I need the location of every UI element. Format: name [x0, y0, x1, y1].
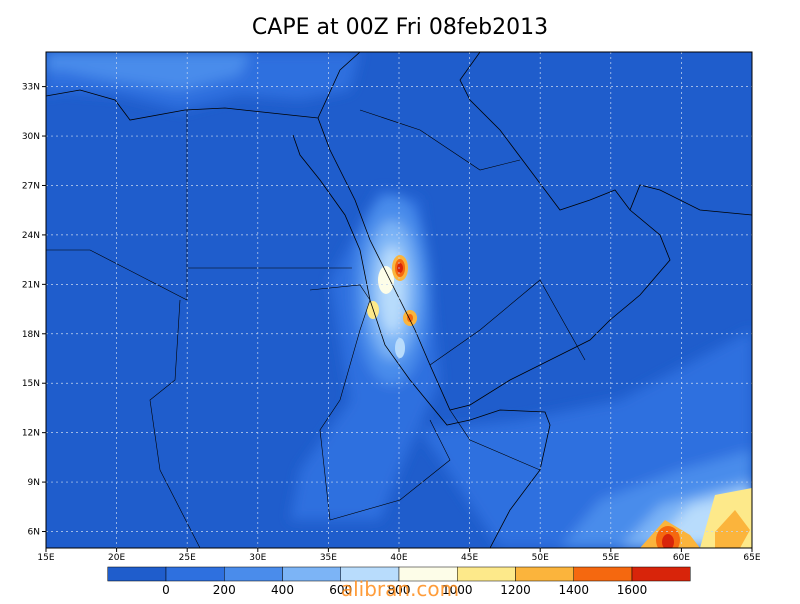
x-tick-label: 25E: [179, 553, 196, 563]
y-tick-label: 24N: [22, 231, 40, 241]
colorbar-label: 200: [213, 583, 236, 597]
colorbar-label: 400: [271, 583, 294, 597]
y-tick-label: 27N: [22, 181, 40, 191]
y-tick-label: 12N: [22, 429, 40, 439]
colorbar-swatch: [515, 566, 574, 582]
y-tick-label: 33N: [22, 83, 40, 93]
title: CAPE at 00Z Fri 08feb2013: [252, 15, 548, 40]
colorbar-label: 1200: [500, 583, 531, 597]
map: [46, 52, 752, 548]
x-tick-label: 45E: [461, 553, 478, 563]
colorbar-label: 1400: [558, 583, 589, 597]
y-tick-label: 15N: [22, 379, 40, 389]
x-tick-label: 50E: [532, 553, 549, 563]
colorbar-label: 600: [329, 583, 352, 597]
colorbar-label: 1000: [442, 583, 473, 597]
x-tick-label: 20E: [108, 553, 125, 563]
y-tick-label: 9N: [28, 478, 40, 488]
x-tick-label: 15E: [37, 553, 54, 563]
y-tick-label: 18N: [22, 330, 40, 340]
colorbar-swatch: [107, 566, 167, 582]
coastlines: [46, 52, 752, 548]
x-tick-label: 55E: [602, 553, 619, 563]
x-tick-label: 40E: [390, 553, 407, 563]
colorbar-swatch: [457, 566, 516, 582]
colorbar-swatch: [224, 566, 283, 582]
y-tick-label: 30N: [22, 132, 40, 142]
colorbar-label: 800: [388, 583, 411, 597]
y-tick-label: 6N: [28, 528, 40, 538]
colorbar: 0 200 400 600 800 1000 1200 1400 1600: [107, 566, 691, 597]
x-tick-label: 30E: [249, 553, 266, 563]
watermark: alibran.com: [341, 577, 459, 600]
colorbar-swatch: [631, 566, 691, 582]
x-tick-label: 65E: [743, 553, 760, 563]
x-tick-label: 35E: [320, 553, 337, 563]
y-tick-label: 21N: [22, 280, 40, 290]
colorbar-label: 1600: [617, 583, 648, 597]
colorbar-swatch: [573, 566, 633, 582]
colorbar-swatch: [165, 566, 225, 582]
colorbar-label: 0: [162, 583, 170, 597]
x-tick-label: 60E: [673, 553, 690, 563]
colorbar-swatch: [282, 566, 341, 582]
